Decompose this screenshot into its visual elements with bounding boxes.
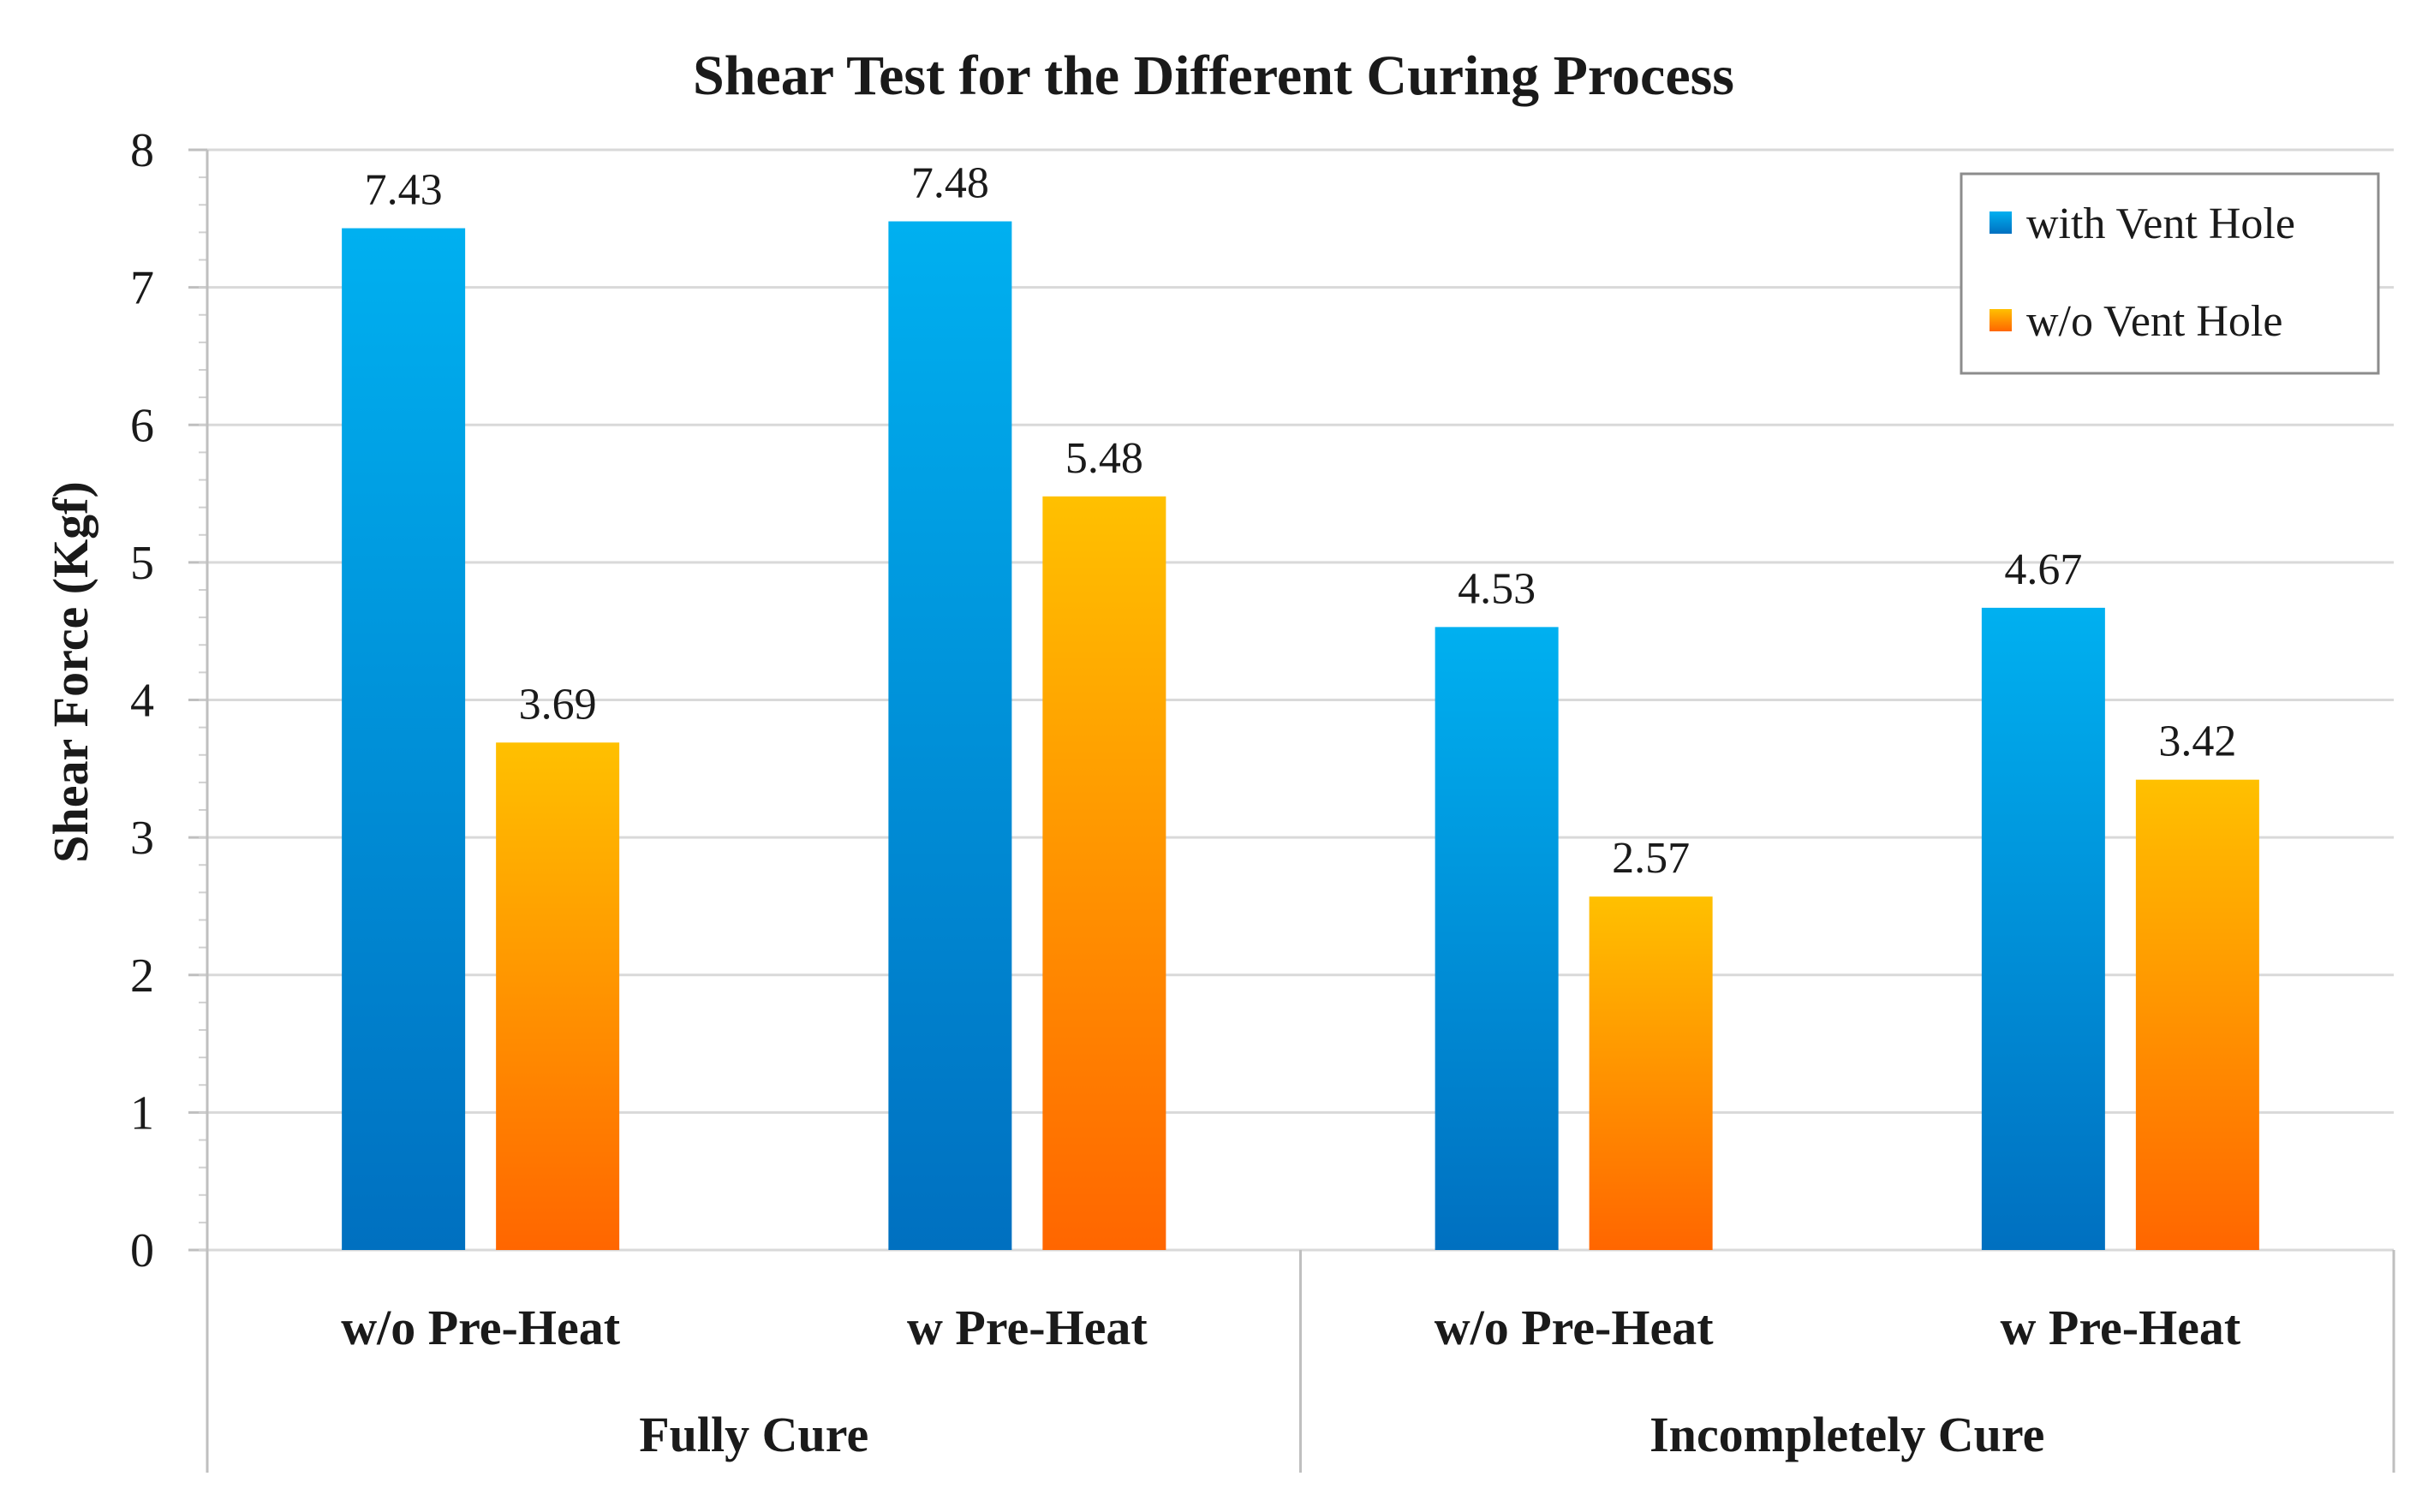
- legend-label-without-vent-hole: w/o Vent Hole: [2026, 297, 2282, 346]
- x-category-label: w/o Pre-Heat: [341, 1300, 621, 1355]
- axes: [206, 150, 2395, 1473]
- y-tick-label: 8: [130, 124, 154, 177]
- bars: [342, 221, 2259, 1250]
- y-tick-label: 6: [130, 399, 154, 452]
- data-label: 7.48: [911, 159, 989, 208]
- data-label: 2.57: [1612, 834, 1690, 883]
- bar-with-vent-hole: [888, 221, 1012, 1250]
- y-tick-label: 1: [130, 1086, 154, 1140]
- x-group-label: Incompletely Cure: [1649, 1407, 2044, 1462]
- bar-without-vent-hole: [1589, 896, 1713, 1250]
- bar-with-vent-hole: [1981, 607, 2105, 1250]
- y-tick-label: 3: [130, 812, 154, 865]
- data-label: 5.48: [1065, 434, 1143, 483]
- bar-without-vent-hole: [496, 742, 620, 1250]
- legend-swatch-without-vent-hole: [1990, 309, 2012, 331]
- bar-with-vent-hole: [1435, 627, 1559, 1250]
- legend-box: [1960, 172, 2380, 375]
- bar-with-vent-hole: [342, 228, 466, 1250]
- x-category-label: w Pre-Heat: [2001, 1300, 2241, 1355]
- data-label: 3.42: [2158, 717, 2236, 766]
- y-tick-label: 0: [130, 1224, 154, 1277]
- x-category-label: w Pre-Heat: [907, 1300, 1148, 1355]
- chart-title: Shear Test for the Different Curing Proc…: [693, 45, 1734, 107]
- data-label: 7.43: [365, 166, 443, 215]
- data-labels: 7.43 3.69 7.48 5.48 4.53 2.57 4.67 3.42: [365, 159, 2237, 884]
- y-tick-label: 5: [130, 537, 154, 590]
- y-axis-label: Shear Force (Kgf): [43, 481, 98, 863]
- legend: with Vent Hole w/o Vent Hole: [1960, 172, 2380, 375]
- x-group-label: Fully Cure: [639, 1407, 868, 1462]
- x-axis-categories: w/o Pre-Heat w Pre-Heat w/o Pre-Heat w Pre-…: [341, 1300, 2241, 1462]
- data-label: 3.69: [519, 680, 597, 729]
- y-tick-label: 2: [130, 949, 154, 1003]
- x-category-label: w/o Pre-Heat: [1435, 1300, 1715, 1355]
- y-axis-ticks: 0 1 2 3 4 5 6 7 8: [130, 124, 207, 1277]
- data-label: 4.53: [1458, 564, 1536, 613]
- data-label: 4.67: [2004, 545, 2082, 594]
- legend-swatch-with-vent-hole: [1990, 211, 2012, 234]
- y-tick-label: 4: [130, 675, 154, 728]
- bar-without-vent-hole: [2135, 779, 2259, 1250]
- y-tick-label: 7: [130, 262, 154, 315]
- bar-without-vent-hole: [1042, 496, 1166, 1250]
- legend-label-with-vent-hole: with Vent Hole: [2026, 199, 2295, 248]
